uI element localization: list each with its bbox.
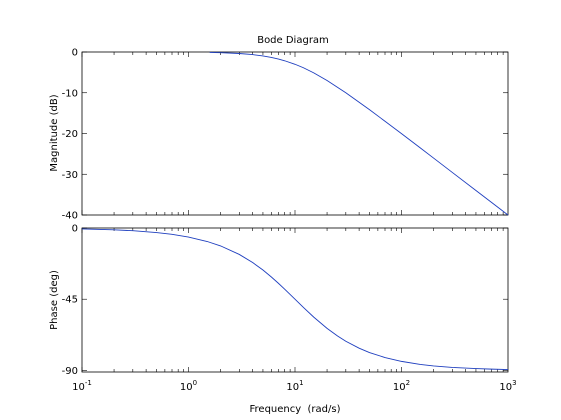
magnitude-ylabel: Magnitude (dB) [49, 94, 60, 171]
phase-ylabel: Phase (deg) [49, 270, 60, 330]
magnitude-series-line [209, 51, 509, 216]
x-tick-label: 101 [286, 379, 303, 393]
x-tick-label: 100 [180, 379, 197, 393]
phase-y-tick-label: -45 [62, 295, 78, 306]
chart-title: Bode Diagram [257, 35, 329, 46]
magnitude-axes-box [81, 51, 509, 216]
x-tick-label: 103 [499, 379, 516, 393]
phase-axes-box [81, 227, 509, 373]
x-tick-label: 10-1 [72, 379, 92, 393]
magnitude-y-tick-label: -30 [62, 170, 78, 181]
phase-tick-marks [81, 227, 508, 372]
phase-series-line [81, 228, 509, 370]
magnitude-y-tick-label: 0 [72, 48, 78, 59]
magnitude-y-tick-label: -40 [62, 211, 78, 222]
phase-y-tick-label: -90 [62, 366, 78, 377]
x-axis-label: Frequency (rad/s) [250, 404, 341, 415]
magnitude-tick-labels: 0 -10 -20 -30 -40 [62, 48, 78, 222]
phase-y-tick-label: 0 [72, 224, 78, 235]
x-tick-label: 102 [393, 379, 410, 393]
magnitude-y-tick-label: -20 [62, 129, 78, 140]
magnitude-panel: 0 -10 -20 -30 -40 Magnitude (dB) [49, 48, 509, 222]
x-tick-labels: 10-1 100 101 102 103 [72, 379, 516, 393]
phase-panel: 0 -45 -90 Phase (deg) [49, 224, 509, 377]
magnitude-tick-marks [81, 51, 508, 216]
phase-tick-labels: 0 -45 -90 [62, 224, 78, 377]
magnitude-y-tick-label: -10 [62, 88, 78, 99]
